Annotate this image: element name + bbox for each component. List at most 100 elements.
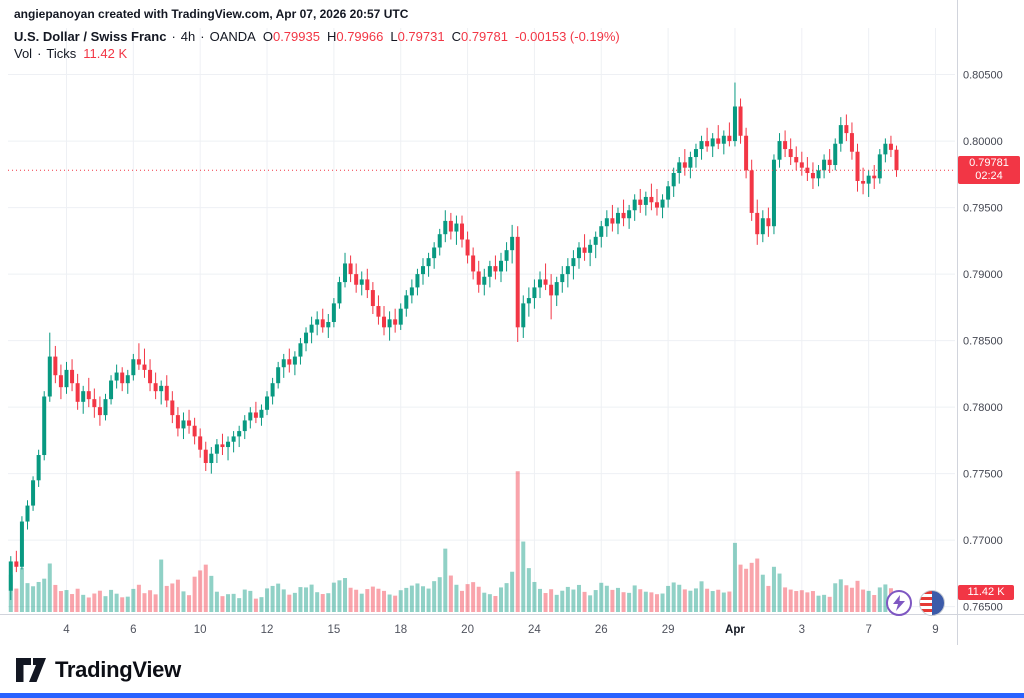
candle-body (632, 199, 637, 211)
volume-bar (287, 594, 292, 612)
candle-body (393, 319, 398, 325)
candle-body (309, 324, 314, 333)
candle-body (53, 356, 58, 376)
volume-bar (861, 589, 866, 612)
candle-body (253, 412, 258, 418)
candle-body (727, 135, 732, 142)
volume-bar (872, 595, 877, 612)
candle-body (693, 149, 698, 158)
low-label: L (390, 29, 398, 44)
candle-body (292, 356, 297, 365)
candle-body (86, 391, 91, 400)
candle-body (75, 383, 80, 402)
candle-body (810, 173, 815, 179)
separator-dot: · (37, 46, 42, 61)
candle-body (242, 420, 247, 432)
candle-body (159, 385, 164, 392)
candle-body (354, 274, 359, 285)
candle-body (565, 266, 570, 275)
exchange-label[interactable]: OANDA (209, 29, 256, 44)
volume-bar (643, 591, 648, 612)
candle-body (14, 561, 19, 567)
volume-bar (175, 579, 180, 612)
volume-bar (465, 584, 470, 612)
volume-bar (237, 598, 242, 612)
candle-body (822, 159, 827, 171)
volume-bar (755, 558, 760, 612)
candle-body (331, 303, 336, 322)
volume-bar (326, 593, 331, 612)
volume-badge: 11.42 K (958, 585, 1014, 600)
candle-body (343, 263, 348, 283)
volume-bar (760, 574, 765, 612)
candle-body (398, 308, 403, 325)
candle-body (638, 199, 643, 205)
candle-body (226, 441, 231, 448)
volume-bar (387, 594, 392, 612)
candle-body (259, 409, 264, 418)
candle-body (287, 359, 292, 365)
candle-body (8, 561, 13, 591)
candle-body (476, 271, 481, 285)
volume-bar (621, 592, 626, 612)
legend-volume-row[interactable]: Vol · Ticks 11.42 K (14, 46, 620, 63)
volume-bar (432, 581, 437, 612)
volume-bar (471, 582, 476, 612)
candle-body (114, 372, 119, 381)
volume-bar (716, 589, 721, 612)
volume-bar (788, 589, 793, 612)
volume-bar (454, 584, 459, 612)
chart-canvas[interactable]: 0.80500 0.80000 0.79500 0.79000 0.78500 0.780… (0, 0, 1024, 650)
boost-button[interactable] (886, 590, 912, 616)
volume-bar (771, 566, 776, 612)
candle-body (209, 453, 214, 464)
volume-bar (265, 588, 270, 612)
volume-bar (259, 597, 264, 612)
volume-bar (682, 589, 687, 612)
volume-bar (805, 592, 810, 612)
tradingview-logo[interactable]: TradingView (16, 657, 181, 683)
candle-body (604, 218, 609, 227)
time-tick-label: 12 (261, 624, 274, 636)
flag-button[interactable] (919, 590, 945, 616)
volume-bar (370, 586, 375, 612)
candle-body (270, 383, 275, 397)
candle-body (721, 135, 726, 144)
volume-bar (159, 559, 164, 612)
candle-body (31, 480, 36, 506)
attribution-text: angiepanoyan created with TradingView.co… (14, 7, 409, 21)
candle-body (443, 220, 448, 235)
volume-bar (632, 585, 637, 612)
time-tick-label: 7 (865, 624, 871, 636)
candle-body (58, 375, 63, 388)
price-axis[interactable] (958, 0, 1024, 614)
symbol-title[interactable]: U.S. Dollar / Swiss Franc (14, 29, 167, 44)
candle-body (315, 319, 320, 325)
candle-body (654, 202, 659, 208)
candle-body (181, 420, 186, 429)
time-tick-label: 4 (63, 624, 70, 636)
volume-bar (844, 585, 849, 612)
volume-bar (97, 590, 102, 612)
time-tick-label: 20 (461, 624, 474, 636)
candle-body (682, 162, 687, 168)
candle-body (337, 282, 342, 304)
chart-legend: U.S. Dollar / Swiss Franc · 4h · OANDA O… (14, 29, 620, 63)
candle-body (175, 415, 180, 429)
candle-body (70, 369, 75, 384)
volume-bar (81, 594, 86, 612)
volume-bar (443, 548, 448, 612)
interval-label[interactable]: 4h (180, 29, 196, 44)
candle-body (248, 412, 253, 421)
legend-symbol-row[interactable]: U.S. Dollar / Swiss Franc · 4h · OANDA O… (14, 29, 620, 46)
candle-body (326, 321, 331, 328)
volume-bar (309, 584, 314, 612)
volume-bar (409, 585, 414, 612)
close-value: 0.79781 (460, 29, 508, 44)
candle-body (816, 170, 821, 179)
time-axis[interactable] (0, 615, 957, 647)
volume-bar (666, 585, 671, 612)
volume-bar (231, 593, 236, 612)
bottom-accent-bar (0, 693, 1024, 698)
separator-dot: · (200, 29, 205, 44)
